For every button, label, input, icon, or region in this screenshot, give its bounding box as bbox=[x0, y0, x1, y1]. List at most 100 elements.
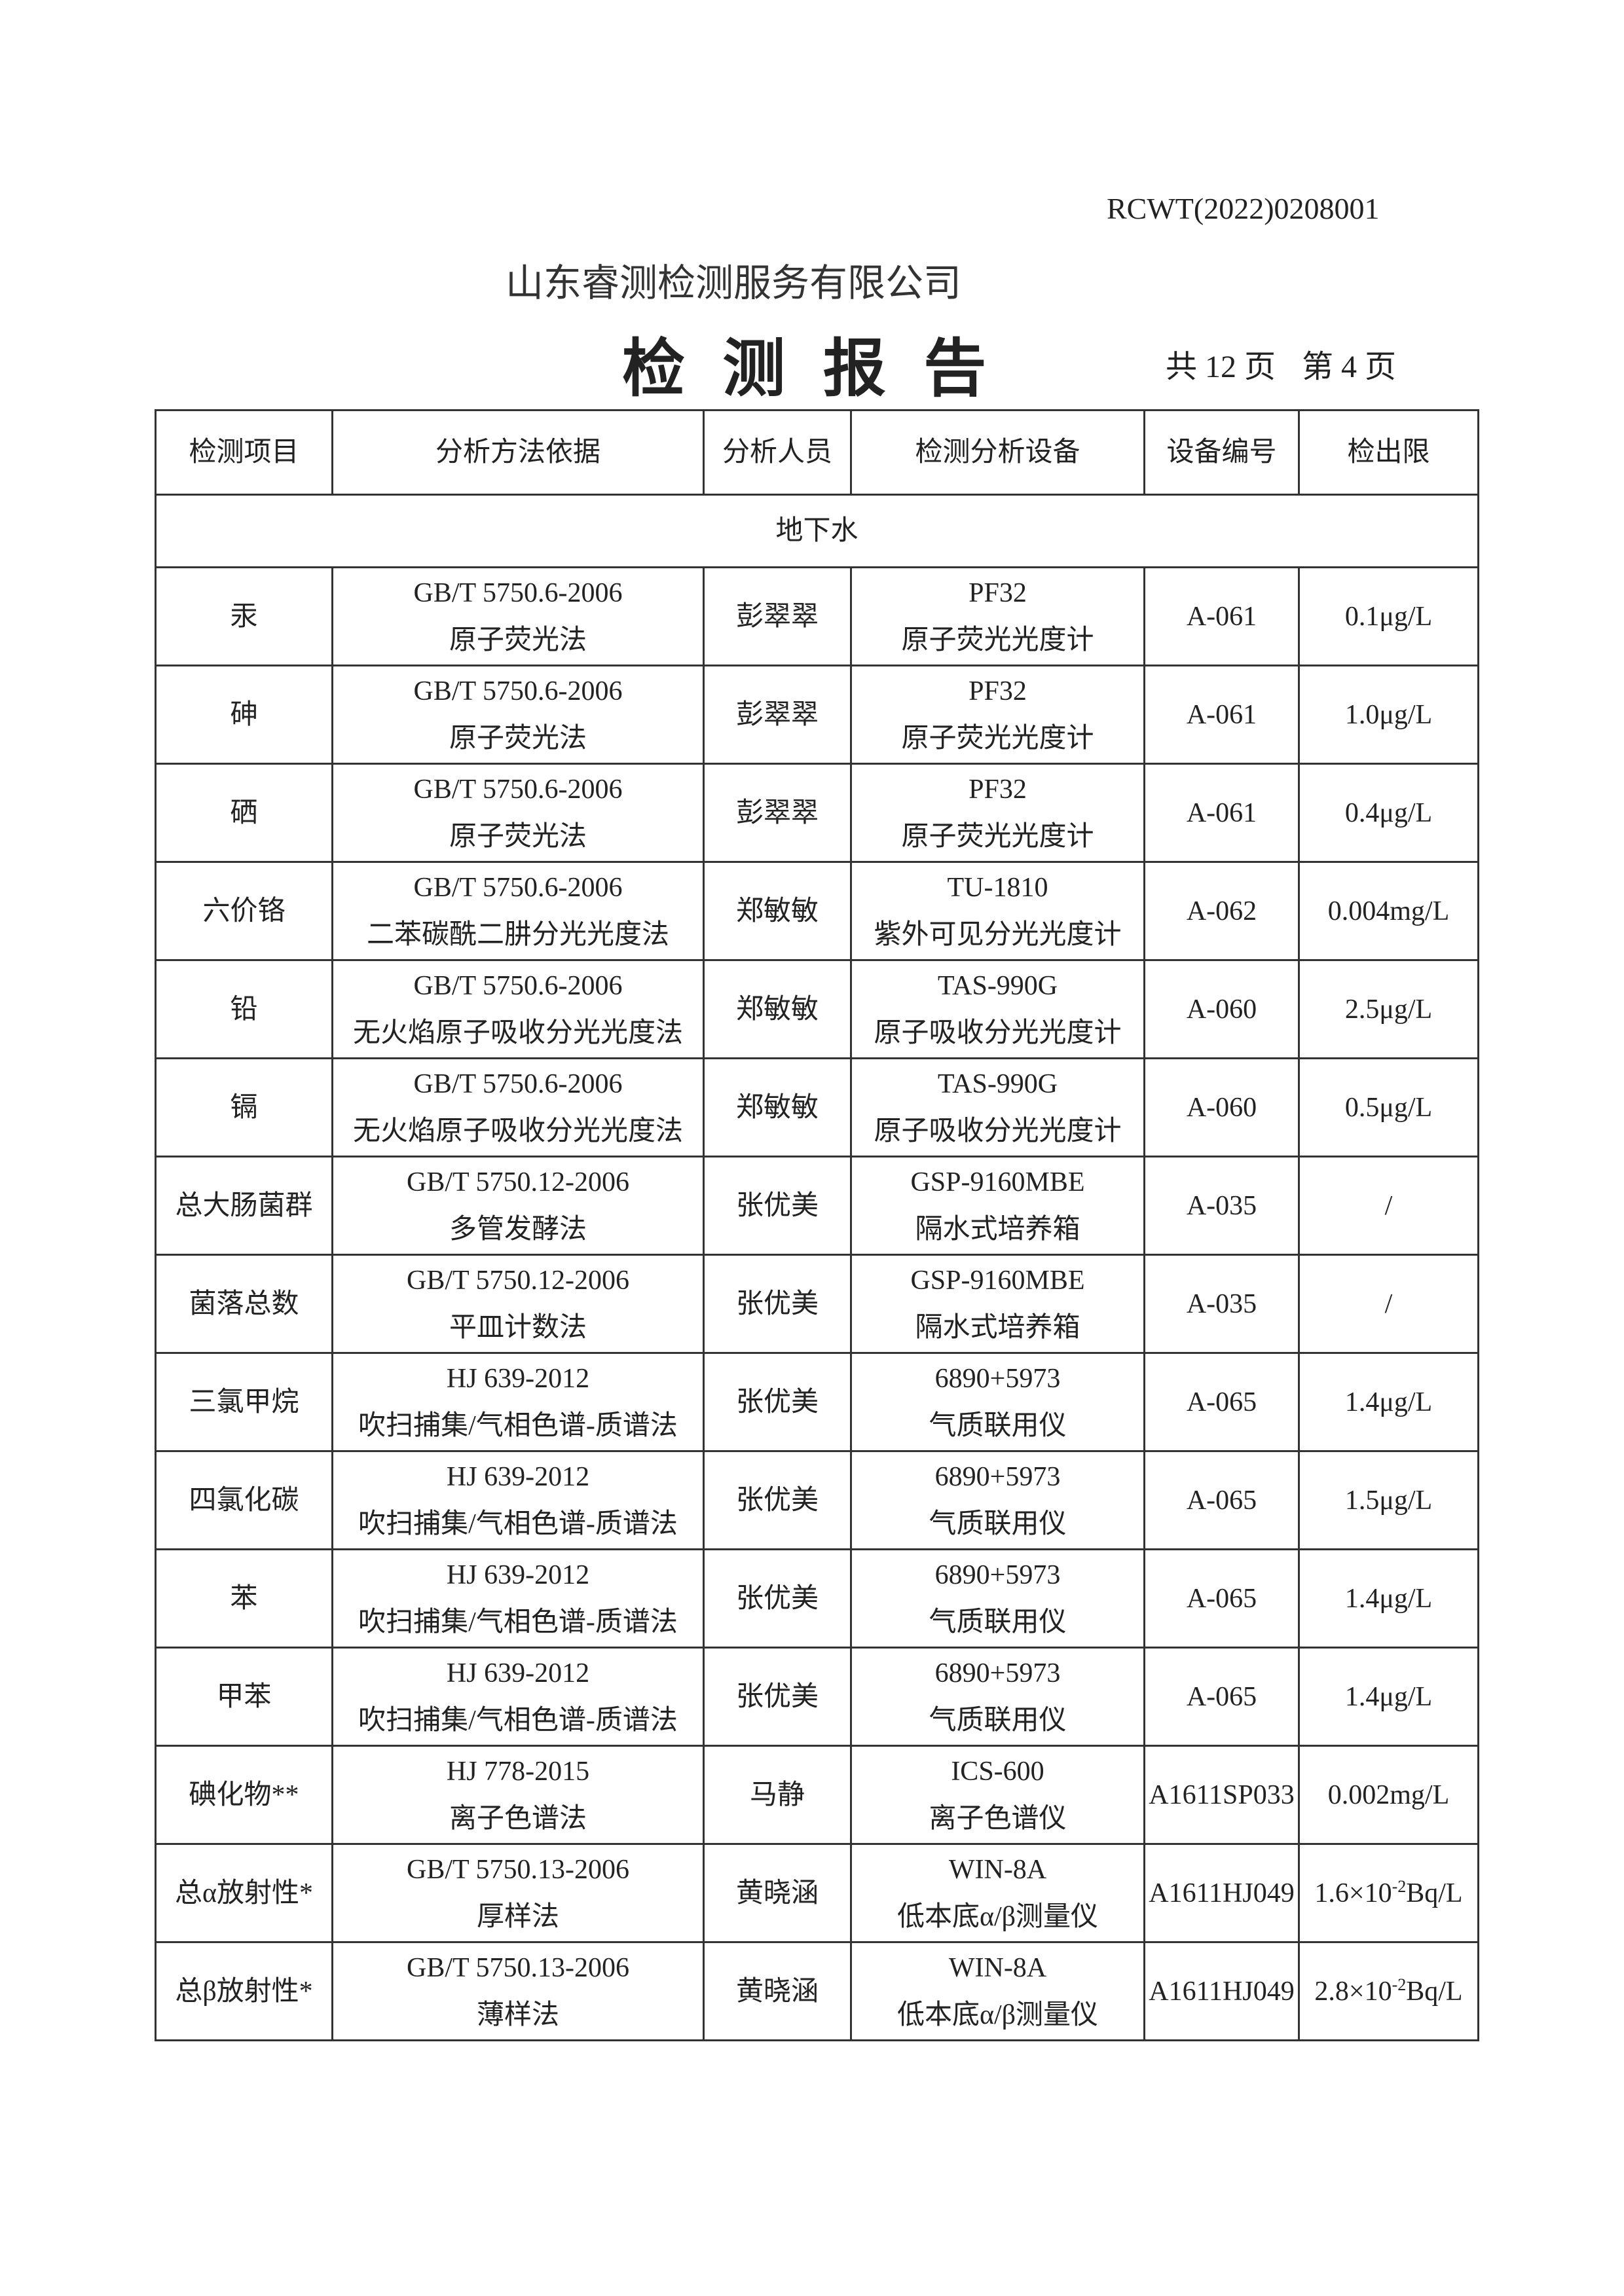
device-id-cell: A-035 bbox=[1143, 1254, 1300, 1354]
limit-value: 1.0μg/L bbox=[1344, 699, 1433, 730]
device-cell: WIN-8A 低本底α/β测量仪 bbox=[850, 1941, 1145, 2041]
device-cell: PF32 原子荧光光度计 bbox=[850, 763, 1145, 863]
item-cell: 四氯化碳 bbox=[155, 1450, 333, 1550]
device-cell: TU-1810 紫外可见分光光度计 bbox=[850, 861, 1145, 961]
item-cell: 苯 bbox=[155, 1548, 333, 1649]
item-cell: 六价铬 bbox=[155, 861, 333, 961]
header-cell: 检测分析设备 bbox=[850, 409, 1145, 496]
standard: GB/T 5750.6-2006 bbox=[413, 1068, 623, 1099]
table-row: 砷 GB/T 5750.6-2006 原子荧光法 彭翠翠 PF32 原子荧光光度计 … bbox=[155, 665, 1479, 765]
method: 二苯碳酰二肼分光光度法 bbox=[366, 919, 669, 950]
limit-value: 0.1μg/L bbox=[1344, 601, 1433, 632]
header-cell: 分析人员 bbox=[703, 409, 852, 496]
device-id-cell: A-060 bbox=[1143, 1057, 1300, 1157]
current-page: 第 4 页 bbox=[1302, 350, 1397, 384]
standard: HJ 639-2012 bbox=[446, 1559, 590, 1590]
analyst-cell: 黄晓涵 bbox=[703, 1843, 852, 1943]
limit-value: 1.5μg/L bbox=[1344, 1485, 1433, 1516]
method-cell: HJ 639-2012 吹扫捕集/气相色谱-质谱法 bbox=[331, 1352, 705, 1452]
limit-cell: 1.4μg/L bbox=[1298, 1647, 1479, 1747]
device-id-cell: A-061 bbox=[1143, 665, 1300, 765]
method: 吹扫捕集/气相色谱-质谱法 bbox=[358, 1410, 678, 1441]
limit-value: 1.4μg/L bbox=[1344, 1681, 1433, 1712]
limit-value: / bbox=[1384, 1190, 1393, 1221]
standard: GB/T 5750.6-2006 bbox=[413, 577, 623, 608]
method: 厚样法 bbox=[476, 1901, 559, 1932]
device-name: 原子吸收分光光度计 bbox=[874, 1116, 1122, 1146]
method-cell: GB/T 5750.6-2006 原子荧光法 bbox=[331, 665, 705, 765]
device-name: 原子荧光光度计 bbox=[901, 821, 1094, 852]
analyst-cell: 张优美 bbox=[703, 1647, 852, 1747]
limit-exponent: -2 bbox=[1392, 1876, 1407, 1896]
device-name: 隔水式培养箱 bbox=[915, 1312, 1080, 1343]
device-model: ICS-600 bbox=[951, 1756, 1044, 1787]
device-id-cell: A-065 bbox=[1143, 1450, 1300, 1550]
method: 薄样法 bbox=[476, 1999, 559, 2030]
limit-cell: 0.002mg/L bbox=[1298, 1745, 1479, 1845]
method-cell: GB/T 5750.6-2006 无火焰原子吸收分光光度法 bbox=[331, 1057, 705, 1157]
standard: GB/T 5750.12-2006 bbox=[407, 1167, 629, 1197]
standard: HJ 639-2012 bbox=[446, 1363, 590, 1394]
method: 吹扫捕集/气相色谱-质谱法 bbox=[358, 1607, 678, 1637]
limit-base: 1.6×10 bbox=[1314, 1878, 1392, 1908]
item-cell: 总α放射性* bbox=[155, 1843, 333, 1943]
standard: HJ 639-2012 bbox=[446, 1461, 590, 1492]
analyst-cell: 张优美 bbox=[703, 1156, 852, 1256]
analyst-cell: 张优美 bbox=[703, 1450, 852, 1550]
standard: GB/T 5750.6-2006 bbox=[413, 872, 623, 903]
item-cell: 总β放射性* bbox=[155, 1941, 333, 2041]
device-cell: 6890+5973 气质联用仪 bbox=[850, 1548, 1145, 1649]
device-name: 紫外可见分光光度计 bbox=[874, 919, 1122, 950]
analyst-cell: 张优美 bbox=[703, 1254, 852, 1354]
analyst-cell: 彭翠翠 bbox=[703, 665, 852, 765]
device-id-cell: A-065 bbox=[1143, 1548, 1300, 1649]
standard: HJ 639-2012 bbox=[446, 1658, 590, 1688]
table-row: 三氯甲烷 HJ 639-2012 吹扫捕集/气相色谱-质谱法 张优美 6890+5… bbox=[155, 1352, 1479, 1452]
table-row: 总大肠菌群 GB/T 5750.12-2006 多管发酵法 张优美 GSP-916… bbox=[155, 1156, 1479, 1256]
device-model: GSP-9160MBE bbox=[910, 1167, 1085, 1197]
device-name: 离子色谱仪 bbox=[929, 1803, 1067, 1834]
method: 无火焰原子吸收分光光度法 bbox=[352, 1116, 683, 1146]
item-cell: 砷 bbox=[155, 665, 333, 765]
table-row: 汞 GB/T 5750.6-2006 原子荧光法 彭翠翠 PF32 原子荧光光度计 … bbox=[155, 566, 1479, 666]
device-model: PF32 bbox=[969, 774, 1027, 805]
device-cell: GSP-9160MBE 隔水式培养箱 bbox=[850, 1254, 1145, 1354]
limit-value: 0.004mg/L bbox=[1327, 896, 1450, 926]
device-id-cell: A-065 bbox=[1143, 1647, 1300, 1747]
device-model: 6890+5973 bbox=[934, 1559, 1061, 1590]
limit-exponent: -2 bbox=[1392, 1975, 1407, 1994]
analyst-cell: 彭翠翠 bbox=[703, 566, 852, 666]
device-cell: 6890+5973 气质联用仪 bbox=[850, 1647, 1145, 1747]
method: 吹扫捕集/气相色谱-质谱法 bbox=[358, 1508, 678, 1539]
limit-cell: 0.5μg/L bbox=[1298, 1057, 1479, 1157]
method: 原子荧光法 bbox=[449, 821, 587, 852]
limit-cell: / bbox=[1298, 1156, 1479, 1256]
device-name: 原子荧光光度计 bbox=[901, 723, 1094, 754]
report-number: RCWT(2022)0208001 bbox=[1107, 192, 1380, 225]
standard: GB/T 5750.13-2006 bbox=[407, 1952, 629, 1983]
analyst-cell: 郑敏敏 bbox=[703, 959, 852, 1059]
method-cell: HJ 639-2012 吹扫捕集/气相色谱-质谱法 bbox=[331, 1450, 705, 1550]
analyst-cell: 郑敏敏 bbox=[703, 1057, 852, 1157]
device-id-cell: A-061 bbox=[1143, 566, 1300, 666]
method: 吹扫捕集/气相色谱-质谱法 bbox=[358, 1705, 678, 1736]
device-cell: 6890+5973 气质联用仪 bbox=[850, 1352, 1145, 1452]
limit-value: 1.4μg/L bbox=[1344, 1583, 1433, 1614]
method-cell: GB/T 5750.12-2006 多管发酵法 bbox=[331, 1156, 705, 1256]
limit-cell: 1.6×10-2Bq/L bbox=[1298, 1843, 1479, 1943]
method-cell: HJ 639-2012 吹扫捕集/气相色谱-质谱法 bbox=[331, 1647, 705, 1747]
table-row: 甲苯 HJ 639-2012 吹扫捕集/气相色谱-质谱法 张优美 6890+597… bbox=[155, 1647, 1479, 1747]
method-cell: GB/T 5750.6-2006 二苯碳酰二肼分光光度法 bbox=[331, 861, 705, 961]
analyst-cell: 马静 bbox=[703, 1745, 852, 1845]
limit-cell: 1.0μg/L bbox=[1298, 665, 1479, 765]
header-cell: 检出限 bbox=[1298, 409, 1479, 496]
limit-value: 2.5μg/L bbox=[1344, 994, 1433, 1025]
header-cell: 设备编号 bbox=[1143, 409, 1300, 496]
limit-cell: 1.4μg/L bbox=[1298, 1352, 1479, 1452]
section-label: 地下水 bbox=[155, 494, 1479, 568]
table-row: 四氯化碳 HJ 639-2012 吹扫捕集/气相色谱-质谱法 张优美 6890+5… bbox=[155, 1450, 1479, 1550]
device-id-cell: A-060 bbox=[1143, 959, 1300, 1059]
device-cell: WIN-8A 低本底α/β测量仪 bbox=[850, 1843, 1145, 1943]
limit-value: 1.4μg/L bbox=[1344, 1387, 1433, 1417]
device-model: PF32 bbox=[969, 577, 1027, 608]
